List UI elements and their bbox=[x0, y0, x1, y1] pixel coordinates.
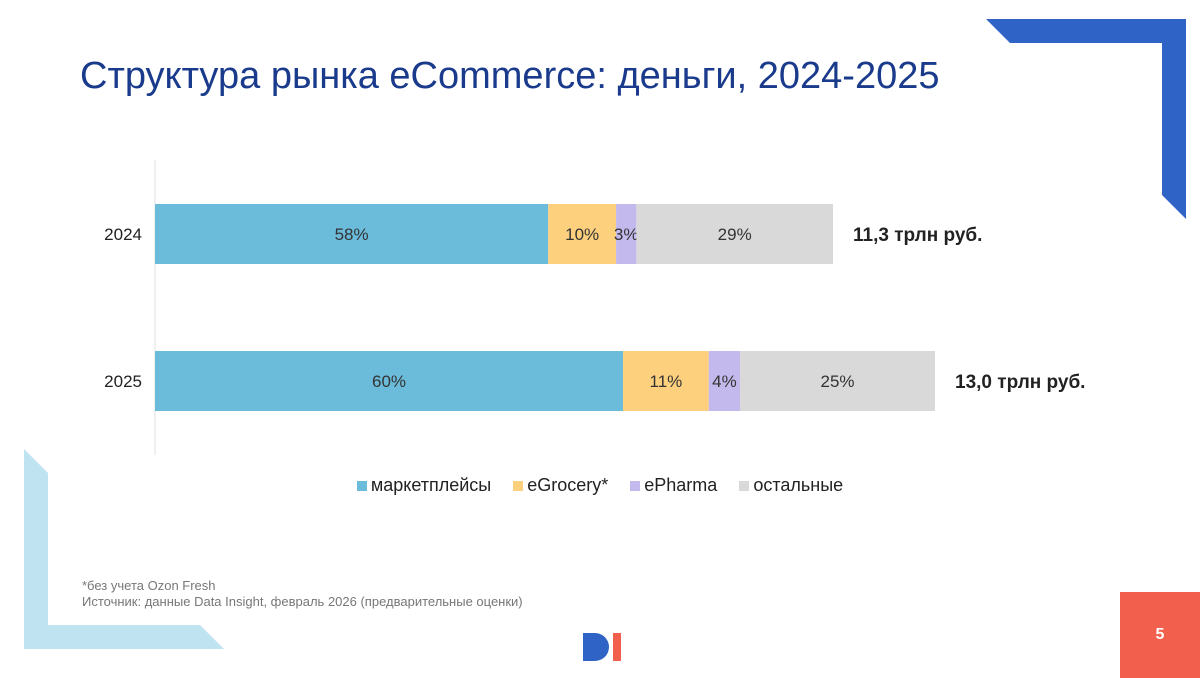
segment-label-2024-marketplaces: 58% bbox=[335, 225, 369, 244]
footnote-source: Источник: данные Data Insight, февраль 2… bbox=[82, 594, 523, 609]
total-label-2024: 11,3 трлн руб. bbox=[853, 225, 982, 246]
legend-item-epharma: ePharma bbox=[630, 475, 717, 496]
bar-segment-2024-egrocery bbox=[548, 204, 617, 264]
bar-segment-2025-epharma bbox=[708, 351, 740, 411]
legend-swatch-marketplaces bbox=[356, 480, 367, 491]
segment-label-2024-other: 29% bbox=[718, 225, 752, 244]
year-label-2025: 2025 bbox=[104, 372, 142, 391]
chart-legend: маркетплейсы eGrocery* ePharma остальные bbox=[0, 475, 1200, 496]
bar-segment-2025-marketplaces bbox=[155, 351, 623, 411]
legend-item-other: остальные bbox=[739, 475, 843, 496]
data-insight-logo bbox=[583, 633, 621, 661]
total-label-2025: 13,0 трлн руб. bbox=[955, 372, 1085, 393]
bar-segment-2024-other bbox=[636, 204, 833, 264]
segment-label-2024-epharma: 3% bbox=[614, 225, 639, 244]
bar-segment-2025-egrocery bbox=[623, 351, 709, 411]
segment-label-2025-other: 25% bbox=[820, 372, 854, 391]
slide-title: Структура рынка eCommerce: деньги, 2024-… bbox=[80, 55, 940, 97]
legend-label-other: остальные bbox=[753, 475, 844, 495]
bar-segment-2025-other bbox=[740, 351, 935, 411]
legend-swatch-egrocery bbox=[513, 480, 524, 491]
segment-label-2024-egrocery: 10% bbox=[565, 225, 599, 244]
footnote: *без учета Ozon Fresh Источник: данные D… bbox=[82, 578, 523, 610]
legend-swatch-other bbox=[739, 480, 750, 491]
corner-decoration-bottom-left bbox=[24, 449, 224, 649]
segment-label-2025-epharma: 4% bbox=[712, 372, 737, 391]
year-label-2024: 2024 bbox=[104, 225, 142, 244]
footnote-note: *без учета Ozon Fresh bbox=[82, 578, 216, 593]
page-number: 5 bbox=[1120, 592, 1200, 678]
legend-label-marketplaces: маркетплейсы bbox=[370, 475, 492, 495]
legend-item-egrocery: eGrocery* bbox=[513, 475, 608, 496]
legend-label-epharma: ePharma bbox=[644, 475, 718, 495]
bar-segment-2024-marketplaces bbox=[155, 204, 549, 264]
corner-decoration-top-right bbox=[986, 19, 1186, 219]
segment-label-2025-marketplaces: 60% bbox=[372, 372, 406, 391]
segment-label-2025-egrocery: 11% bbox=[650, 372, 683, 391]
legend-swatch-epharma bbox=[630, 480, 641, 491]
legend-item-marketplaces: маркетплейсы bbox=[356, 475, 492, 496]
bar-segment-2024-epharma bbox=[616, 204, 637, 264]
legend-label-egrocery: eGrocery* bbox=[527, 475, 609, 495]
